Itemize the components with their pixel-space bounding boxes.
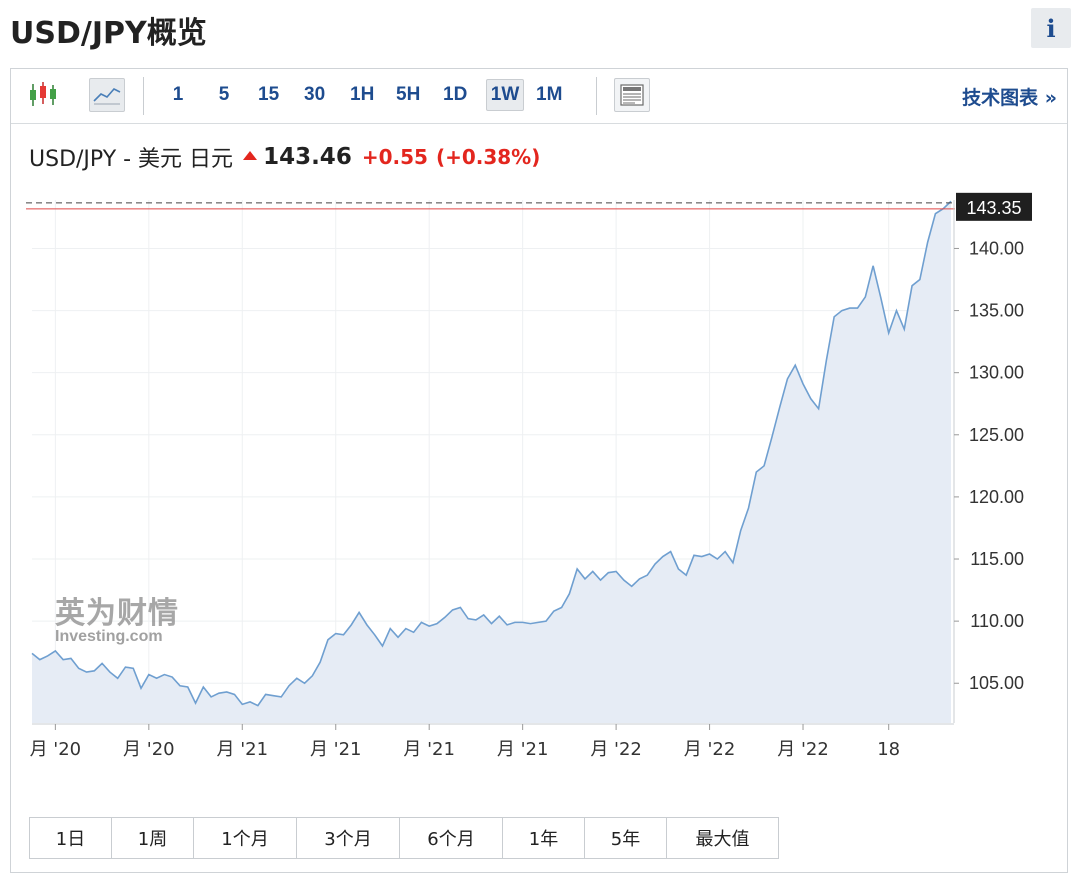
y-tick-label: 140.00 (969, 238, 1024, 258)
y-tick-label: 105.00 (969, 673, 1024, 693)
range-3m[interactable]: 3个月 (297, 818, 400, 858)
price-change-percent: (+0.38%) (435, 145, 541, 169)
y-tick-label: 120.00 (969, 487, 1024, 507)
x-tick-label: 月 '21 (403, 739, 455, 760)
quote-header: USD/JPY - 美元 日元 143.46 +0.55 (+0.38%) (29, 141, 548, 173)
current-price-badge (956, 192, 1032, 221)
period-30[interactable]: 30 (304, 84, 326, 105)
line-chart-icon[interactable] (89, 78, 125, 112)
range-1d[interactable]: 1日 (30, 818, 112, 858)
period-5h[interactable]: 5H (396, 84, 421, 105)
up-arrow-icon (243, 150, 258, 160)
page-title: USD/JPY概览 (10, 16, 207, 51)
instrument-name: USD/JPY - 美元 日元 (29, 147, 234, 172)
period-1m[interactable]: 1M (536, 84, 563, 105)
range-1y[interactable]: 1年 (503, 818, 585, 858)
y-tick-label: 130.00 (969, 363, 1024, 383)
price-line (31, 200, 952, 707)
toolbar-separator (596, 77, 597, 115)
x-tick-label: 月 '22 (777, 739, 829, 760)
x-tick-label: 月 '20 (30, 739, 82, 760)
range-selector: 1日 1周 1个月 3个月 6个月 1年 5年 最大值 (29, 817, 779, 859)
x-tick-label: 月 '21 (216, 739, 268, 760)
current-price-label: 143.35 (966, 198, 1021, 218)
period-5[interactable]: 5 (218, 84, 230, 105)
price-area (32, 201, 951, 724)
period-1[interactable]: 1 (172, 84, 184, 105)
info-button[interactable]: i (1031, 8, 1071, 48)
price-change: +0.55 (361, 145, 428, 169)
x-tick-label: 月 '21 (497, 739, 549, 760)
news-layout-icon[interactable] (614, 78, 650, 112)
candlestick-chart-icon[interactable] (25, 78, 61, 112)
period-1w[interactable]: 1W (486, 79, 524, 111)
x-tick-label: 月 '22 (684, 739, 736, 760)
y-tick-label: 125.00 (969, 425, 1024, 445)
watermark-en: Investing.com (55, 628, 163, 645)
investing-watermark: 英为财情 Investing.com (55, 588, 179, 646)
x-tick-label: 18 (877, 739, 900, 760)
period-15[interactable]: 15 (258, 84, 280, 105)
range-1m[interactable]: 1个月 (194, 818, 297, 858)
range-1w[interactable]: 1周 (112, 818, 194, 858)
period-1h[interactable]: 1H (350, 84, 375, 105)
technical-chart-link[interactable]: 技术图表 » (962, 87, 1057, 109)
watermark-cn: 英为财情 (55, 596, 179, 631)
last-price: 143.46 (263, 144, 352, 170)
x-tick-label: 月 '22 (590, 739, 642, 760)
chart-panel: 1 5 15 30 1H 5H 1D 1W 1M 技术图表 » USD/JPY … (10, 68, 1068, 873)
period-1d[interactable]: 1D (443, 84, 468, 105)
range-6m[interactable]: 6个月 (400, 818, 503, 858)
range-max[interactable]: 最大值 (695, 829, 750, 850)
y-tick-label: 110.00 (970, 611, 1024, 631)
x-tick-label: 月 '20 (123, 739, 175, 760)
y-tick-label: 135.00 (969, 301, 1024, 321)
x-tick-label: 月 '21 (310, 739, 362, 760)
toolbar-separator (143, 77, 144, 115)
chart-toolbar: 1 5 15 30 1H 5H 1D 1W 1M 技术图表 » (11, 69, 1067, 124)
range-5y[interactable]: 5年 (585, 818, 667, 858)
y-tick-label: 115.00 (970, 549, 1024, 569)
